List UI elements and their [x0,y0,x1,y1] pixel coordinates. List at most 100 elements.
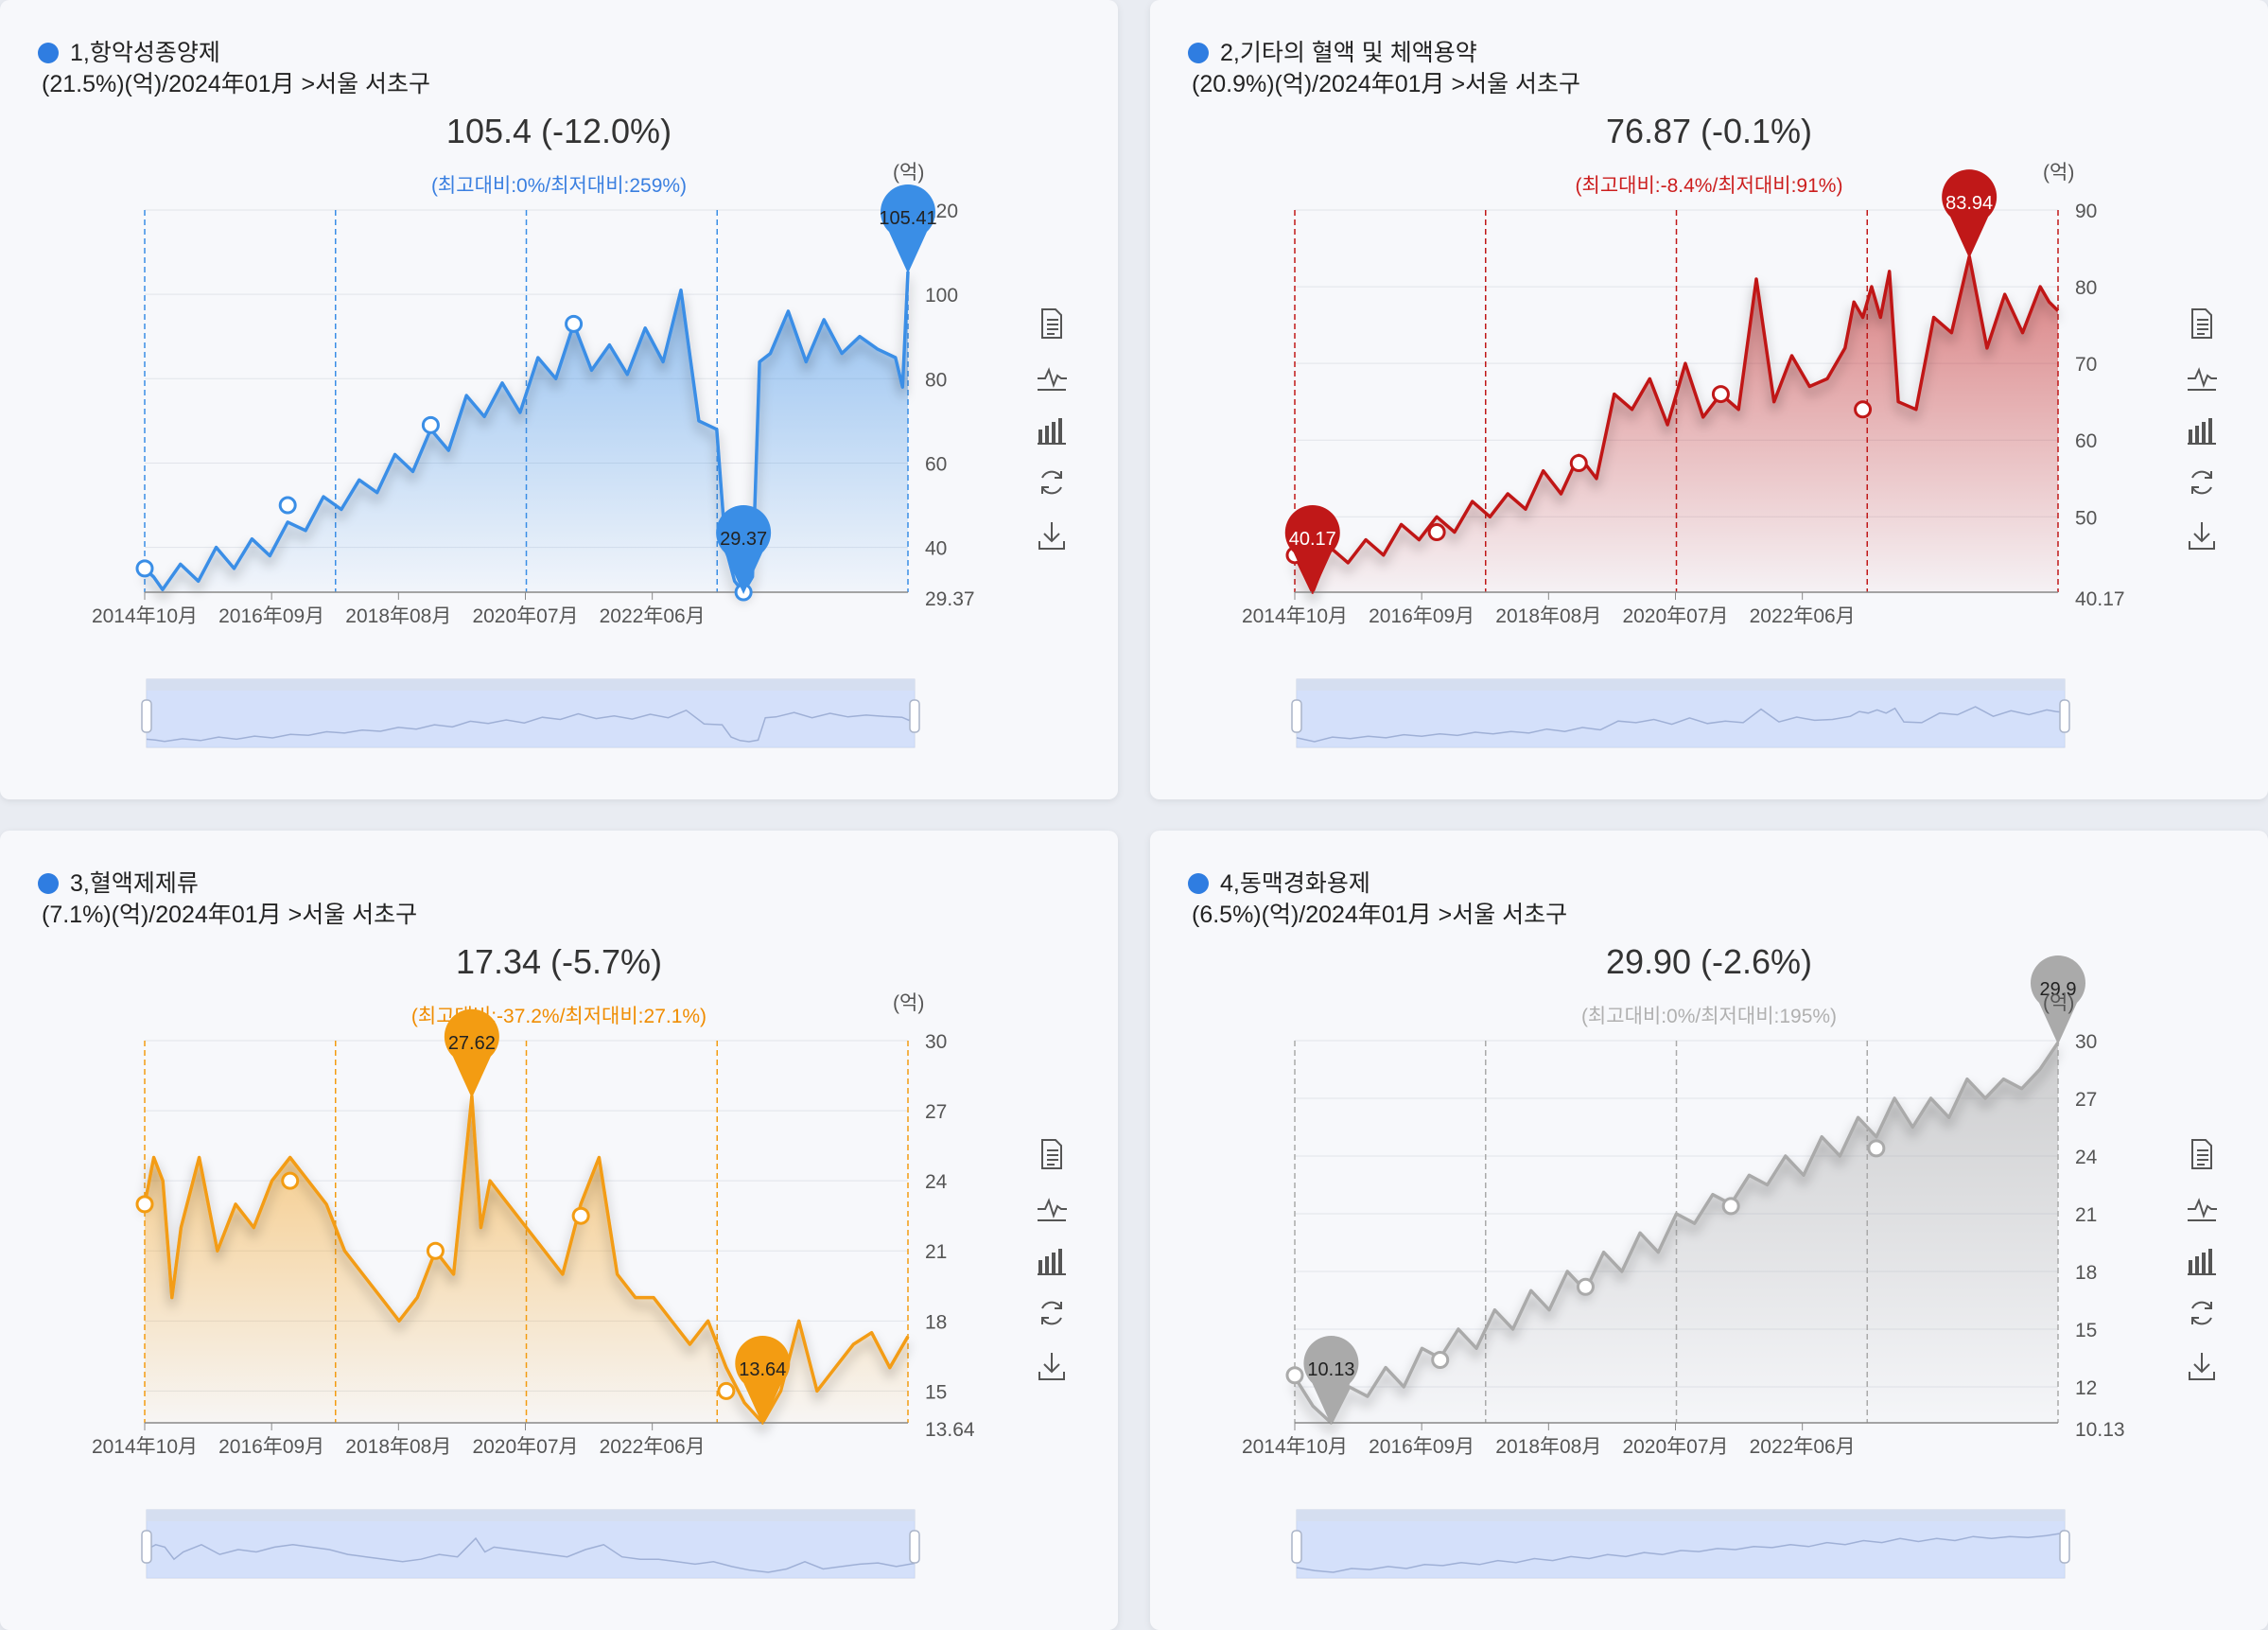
line-chart: 50 60 70 80 90 40.17 2014年10月 2016年09月 2018年08月 2… [1242,169,2125,748]
comparison-text: (최고대비:0%/최저대비:195%) [1580,1006,1838,1027]
min-value-pin[interactable]: 13.64 [735,1336,791,1425]
zoom-handle[interactable] [141,1530,152,1564]
chart-panel-3: 3,혈액제제류 (7.1%)(억)/2024年01月 >서울 서초구 17.34 (… [0,831,1118,1630]
line-chart-icon[interactable] [2185,1190,2219,1224]
data-point-marker[interactable] [1711,385,1730,404]
zoom-handle[interactable] [909,699,920,733]
restore-icon[interactable] [1035,1296,1069,1330]
y-min-label: 29.37 [925,588,975,610]
data-view-icon[interactable] [1035,307,1069,341]
x-tick-label: 2022年06月 [1750,1436,1856,1458]
series-dot-icon [1188,43,1209,63]
data-point-marker[interactable] [426,1241,445,1260]
zoom-slider-range[interactable] [1297,1521,2065,1578]
y-tick-label: 30 [2075,1031,2097,1053]
max-value-pin[interactable]: 83.94 [1942,169,1998,259]
min-value-pin[interactable]: 29.37 [716,505,772,594]
min-value-pin[interactable]: 40.17 [1284,505,1340,594]
bar-chart-icon[interactable] [1035,1243,1069,1277]
panel-subtitle: (6.5%)(억)/2024年01月 >서울 서초구 [1192,902,1568,928]
data-point-marker[interactable] [281,1171,300,1190]
data-point-marker[interactable] [1431,1351,1450,1370]
restore-icon[interactable] [1035,465,1069,500]
data-point-marker[interactable] [278,496,297,515]
x-tick-label: 2022年06月 [1750,605,1856,627]
data-view-icon[interactable] [1035,1137,1069,1171]
x-tick-label: 2020年07月 [472,1436,578,1458]
zoom-handle[interactable] [909,1530,920,1564]
bar-chart-icon[interactable] [2185,412,2219,447]
y-tick-label: 40 [925,538,947,560]
download-icon[interactable] [1035,1349,1069,1383]
bar-chart-icon[interactable] [2185,1243,2219,1277]
line-chart: 12 15 18 21 24 27 30 10.13 2014年10月 2016年09月 2018年… [1242,955,2125,1579]
data-point-marker[interactable] [1427,523,1446,542]
zoom-handle[interactable] [2059,699,2070,733]
zoom-handle[interactable] [141,699,152,733]
panel-title: 3,혈액제제류 [70,870,199,897]
panel-subtitle: (7.1%)(억)/2024年01月 >서울 서초구 [42,902,418,928]
line-chart-icon[interactable] [1035,359,1069,394]
series-area [1295,256,2058,592]
zoom-handle[interactable] [1291,1530,1302,1564]
comparison-text: (최고대비:-8.4%/최저대비:91%) [1575,175,1843,197]
y-tick-label: 27 [2075,1089,2097,1111]
y-unit-label: (억) [2043,992,2075,1014]
data-view-icon[interactable] [2185,1137,2219,1171]
data-point-marker[interactable] [1721,1197,1740,1216]
zoom-preview-line [146,708,916,743]
y-tick-label: 80 [925,369,947,391]
line-chart-icon[interactable] [2185,359,2219,394]
y-tick-label: 60 [2075,430,2097,452]
x-tick-label: 2020年07月 [472,605,578,627]
y-min-label: 10.13 [2075,1419,2125,1441]
data-point-marker[interactable] [1854,400,1873,419]
y-unit-label: (억) [893,992,925,1014]
chart-panel-1: 1,항악성종양제 (21.5%)(억)/2024年01月 >서울 서초구 105.4… [0,0,1118,799]
line-chart: 15 18 21 24 27 30 13.64 2014年10月 2016年09月 2018年08… [92,1008,975,1579]
zoom-slider-range[interactable] [147,1521,915,1578]
y-tick-label: 15 [2075,1320,2097,1341]
y-tick-label: 90 [2075,201,2097,222]
zoom-handle[interactable] [2059,1530,2070,1564]
svg-text:27.62: 27.62 [448,1033,496,1054]
zoom-handle[interactable] [1291,699,1302,733]
min-value-pin[interactable]: 10.13 [1303,1336,1359,1425]
data-point-marker[interactable] [1569,454,1588,473]
y-min-label: 40.17 [2075,588,2125,610]
x-tick-label: 2014年10月 [1242,605,1348,627]
restore-icon[interactable] [2185,465,2219,500]
download-icon[interactable] [2185,518,2219,552]
max-value-pin[interactable]: 27.62 [444,1008,499,1098]
svg-text:83.94: 83.94 [1945,193,1993,214]
y-tick-label: 18 [925,1311,947,1333]
x-tick-label: 2018年08月 [345,1436,451,1458]
data-point-marker[interactable] [135,1195,154,1214]
x-tick-label: 2014年10月 [92,605,198,627]
data-point-marker[interactable] [1867,1139,1886,1158]
download-icon[interactable] [2185,1349,2219,1383]
x-tick-label: 2016年09月 [218,605,324,627]
restore-icon[interactable] [2185,1296,2219,1330]
bar-chart-icon[interactable] [1035,412,1069,447]
data-point-marker[interactable] [717,1381,736,1400]
data-view-icon[interactable] [2185,307,2219,341]
download-icon[interactable] [1035,518,1069,552]
line-chart-icon[interactable] [1035,1190,1069,1224]
y-tick-label: 80 [2075,277,2097,299]
max-value-pin[interactable]: 29.9 [2031,955,2085,1045]
zoom-slider-range[interactable] [1297,691,2065,747]
y-tick-label: 21 [925,1241,947,1263]
data-point-marker[interactable] [421,415,440,434]
data-point-marker[interactable] [1576,1277,1595,1296]
max-value-pin[interactable]: 105.41 [879,184,937,274]
data-point-marker[interactable] [571,1206,590,1225]
series-dot-icon [1188,873,1209,894]
data-point-marker[interactable] [135,559,154,578]
x-tick-label: 2016年09月 [218,1436,324,1458]
data-point-marker[interactable] [565,314,584,333]
zoom-slider-range[interactable] [147,691,915,747]
panel-header: 4,동맥경화용제 (6.5%)(억)/2024年01月 >서울 서초구 [1188,868,1567,931]
data-point-marker[interactable] [1285,1366,1304,1385]
current-value: 105.4 (-12.0%) [445,112,672,150]
